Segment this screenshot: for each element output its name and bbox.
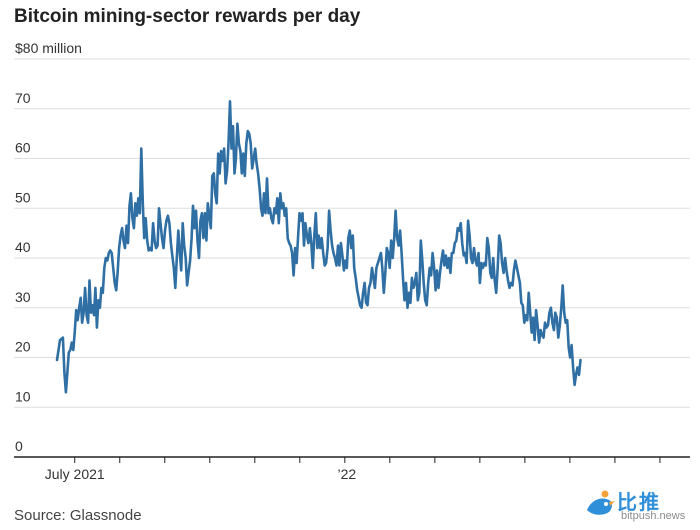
x-axis: July 2021 ’22 — [14, 456, 690, 482]
series-layer — [55, 100, 582, 394]
gridlines — [14, 58, 690, 408]
y-tick-label: 10 — [15, 388, 31, 404]
y-tick-label: 50 — [15, 189, 31, 205]
y-tick-label: 30 — [15, 289, 31, 305]
series-line — [55, 100, 582, 394]
y-tick-label: 40 — [15, 239, 31, 255]
y-tick-label: 70 — [15, 90, 31, 106]
y-tick-label: 60 — [15, 140, 31, 156]
x-tick-label: July 2021 — [45, 466, 105, 482]
y-tick-label: $80 million — [15, 40, 82, 56]
bitpush-watermark: 比推 bitpush.news — [583, 488, 695, 526]
watermark-subtext: bitpush.news — [621, 510, 686, 522]
y-tick-label: 20 — [15, 339, 31, 355]
watermark-text: 比推 — [617, 492, 661, 514]
y-axis-labels: 0 10 20 30 40 50 60 70 $80 million — [15, 40, 82, 454]
chart-title: Bitcoin mining-sector rewards per day — [14, 6, 361, 27]
y-tick-label: 0 — [15, 438, 23, 454]
x-tick-label: ’22 — [337, 466, 356, 482]
bird-logo-icon — [587, 490, 615, 515]
source-note: Source: Glassnode — [14, 507, 142, 524]
